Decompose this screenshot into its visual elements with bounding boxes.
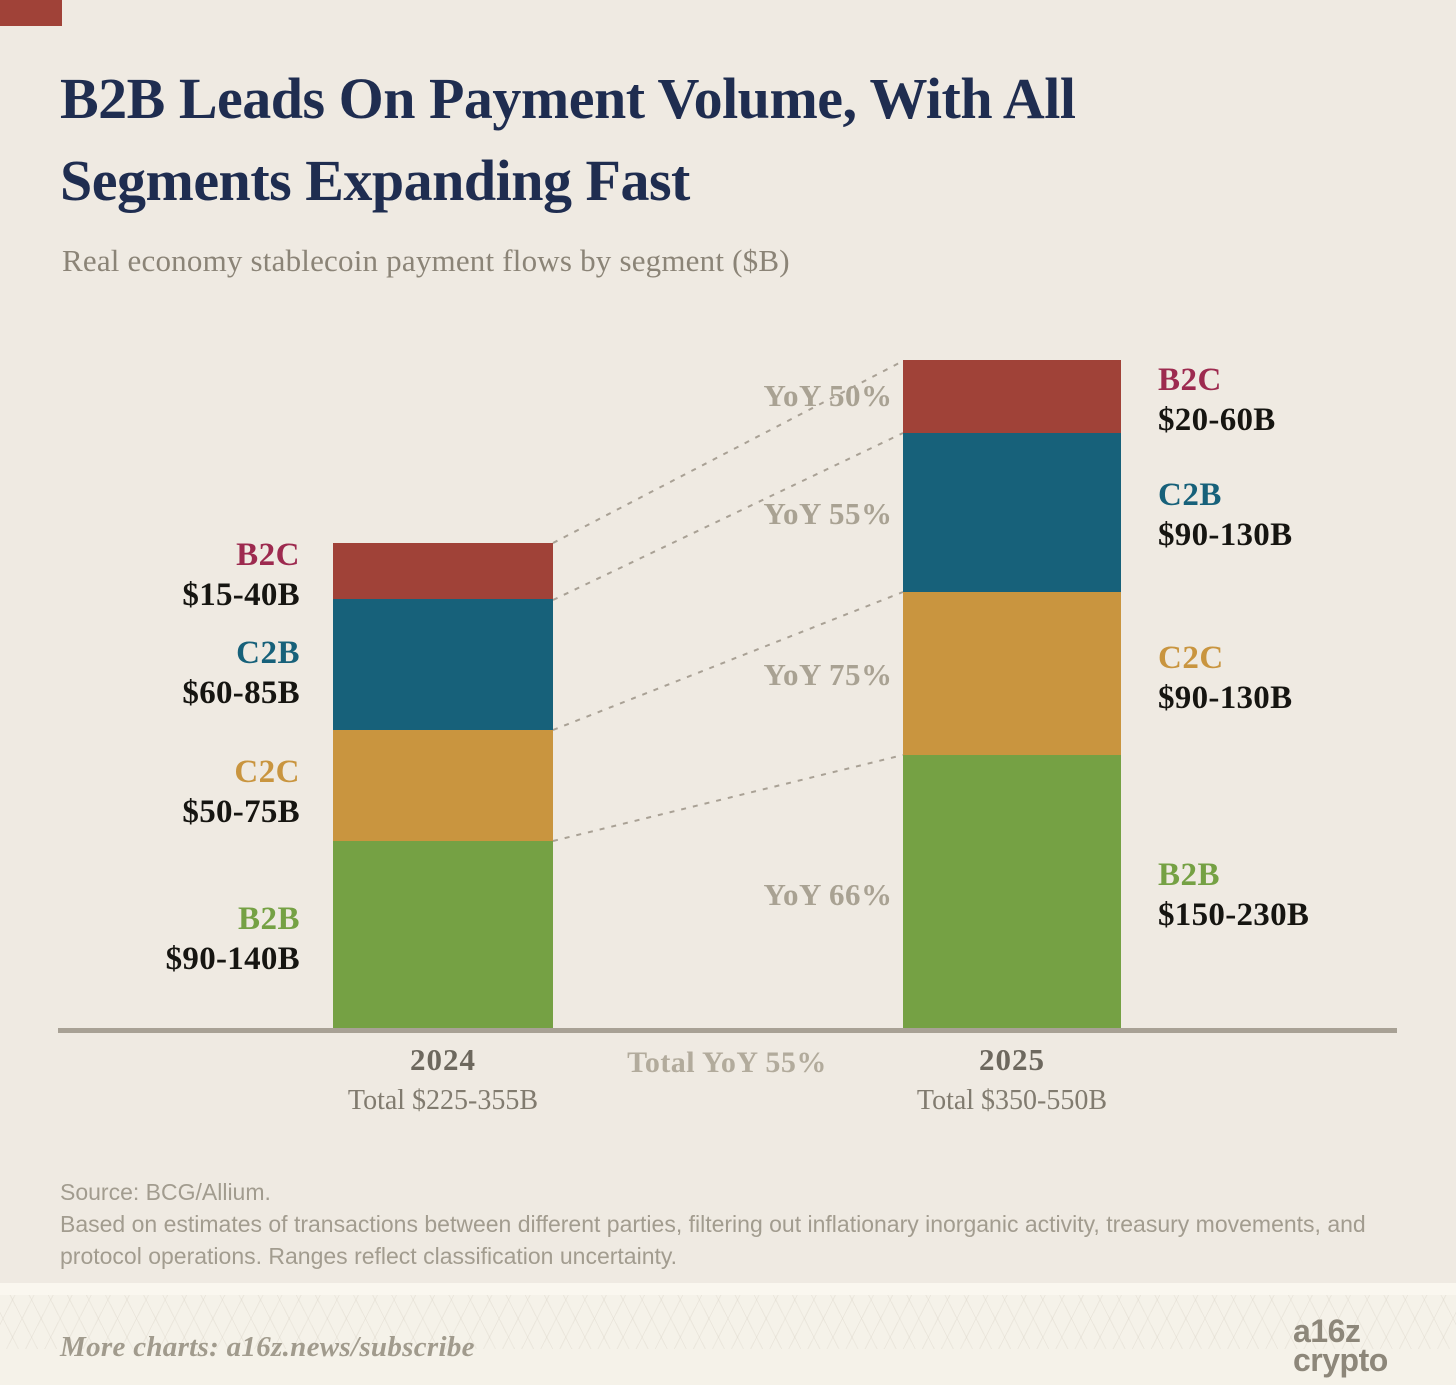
segment-label-name: C2B [236,635,300,671]
stacked-bar-2024 [333,543,553,1030]
more-charts-text: More charts: a16z.news/subscribe [60,1331,475,1363]
label-c2c-2025: C2C $90-130B [1158,638,1418,718]
total-label: Total $350-550B [916,1085,1108,1116]
segment-label-value: $90-140B [165,941,300,977]
stacked-bar-2025 [903,360,1121,1030]
segment-label-value: $20-60B [1158,402,1276,438]
segment-label-value: $50-75B [182,794,300,830]
page-title-line1: B2B Leads On Payment Volume, With All [60,66,1076,131]
year-label: 2025 [979,1042,1045,1077]
yoy-label-c2c: YoY 75% [763,657,893,692]
label-b2b-2025: B2B $150-230B [1158,855,1418,935]
label-b2c-2024: B2C $15-40B [40,535,300,615]
yoy-label-c2b: YoY 55% [763,496,893,531]
footnote: Source: BCG/Allium. Based on estimates o… [60,1176,1390,1272]
yoy-label-b2b: YoY 66% [763,877,893,912]
total-yoy-label: Total YoY 55% [627,1046,827,1079]
bar-segment-c2b-2025 [903,433,1121,592]
bar-segment-c2c-2025 [903,592,1121,755]
methodology-note: Based on estimates of transactions betwe… [60,1211,1366,1269]
bar-segment-b2b-2025 [903,755,1121,1030]
bar-segment-b2c-2024 [333,543,553,599]
logo-line1: a16z [1293,1313,1361,1349]
label-c2c-2024: C2C $50-75B [40,752,300,832]
a16z-crypto-logo: a16z crypto [1293,1315,1388,1378]
label-b2b-2024: B2B $90-140B [40,899,300,979]
segment-label-value: $90-130B [1158,680,1293,716]
page-title: B2B Leads On Payment Volume, With All Se… [60,58,1240,222]
segment-label-name: B2C [236,537,300,573]
bar-segment-c2c-2024 [333,730,553,841]
bar-segment-b2b-2024 [333,841,553,1030]
segment-label-value: $15-40B [182,577,300,613]
total-label: Total $225-355B [347,1085,539,1116]
segment-label-name: C2C [234,754,300,790]
x-label-2024: 2024 Total $225-355B [333,1042,553,1117]
x-axis-line [58,1028,1397,1033]
year-label: 2024 [410,1042,476,1077]
source-line: Source: BCG/Allium. [60,1179,271,1205]
segment-label-value: $60-85B [182,675,300,711]
logo-line2: crypto [1293,1342,1388,1378]
segment-label-name: B2B [237,901,300,937]
page-subtitle: Real economy stablecoin payment flows by… [62,243,790,278]
bar-segment-c2b-2024 [333,599,553,730]
footer-divider [0,1283,1456,1295]
segment-label-value: $90-130B [1158,517,1293,553]
segment-label-name: C2B [1158,477,1222,513]
label-c2b-2025: C2B $90-130B [1158,475,1418,555]
page-title-line2: Segments Expanding Fast [60,148,690,213]
top-left-red-mark [0,0,62,26]
bar-segment-b2c-2025 [903,360,1121,433]
segment-label-name: C2C [1158,640,1224,676]
segment-label-name: B2C [1158,362,1222,398]
segment-label-name: B2B [1158,857,1221,893]
label-c2b-2024: C2B $60-85B [40,633,300,713]
segment-label-value: $150-230B [1158,897,1310,933]
footer-band: More charts: a16z.news/subscribe a16z cr… [0,1295,1456,1385]
yoy-label-b2c: YoY 50% [763,378,893,413]
x-label-2025: 2025 Total $350-550B [903,1042,1121,1117]
label-b2c-2025: B2C $20-60B [1158,360,1418,440]
footer-ornament-pattern [0,1295,1456,1349]
